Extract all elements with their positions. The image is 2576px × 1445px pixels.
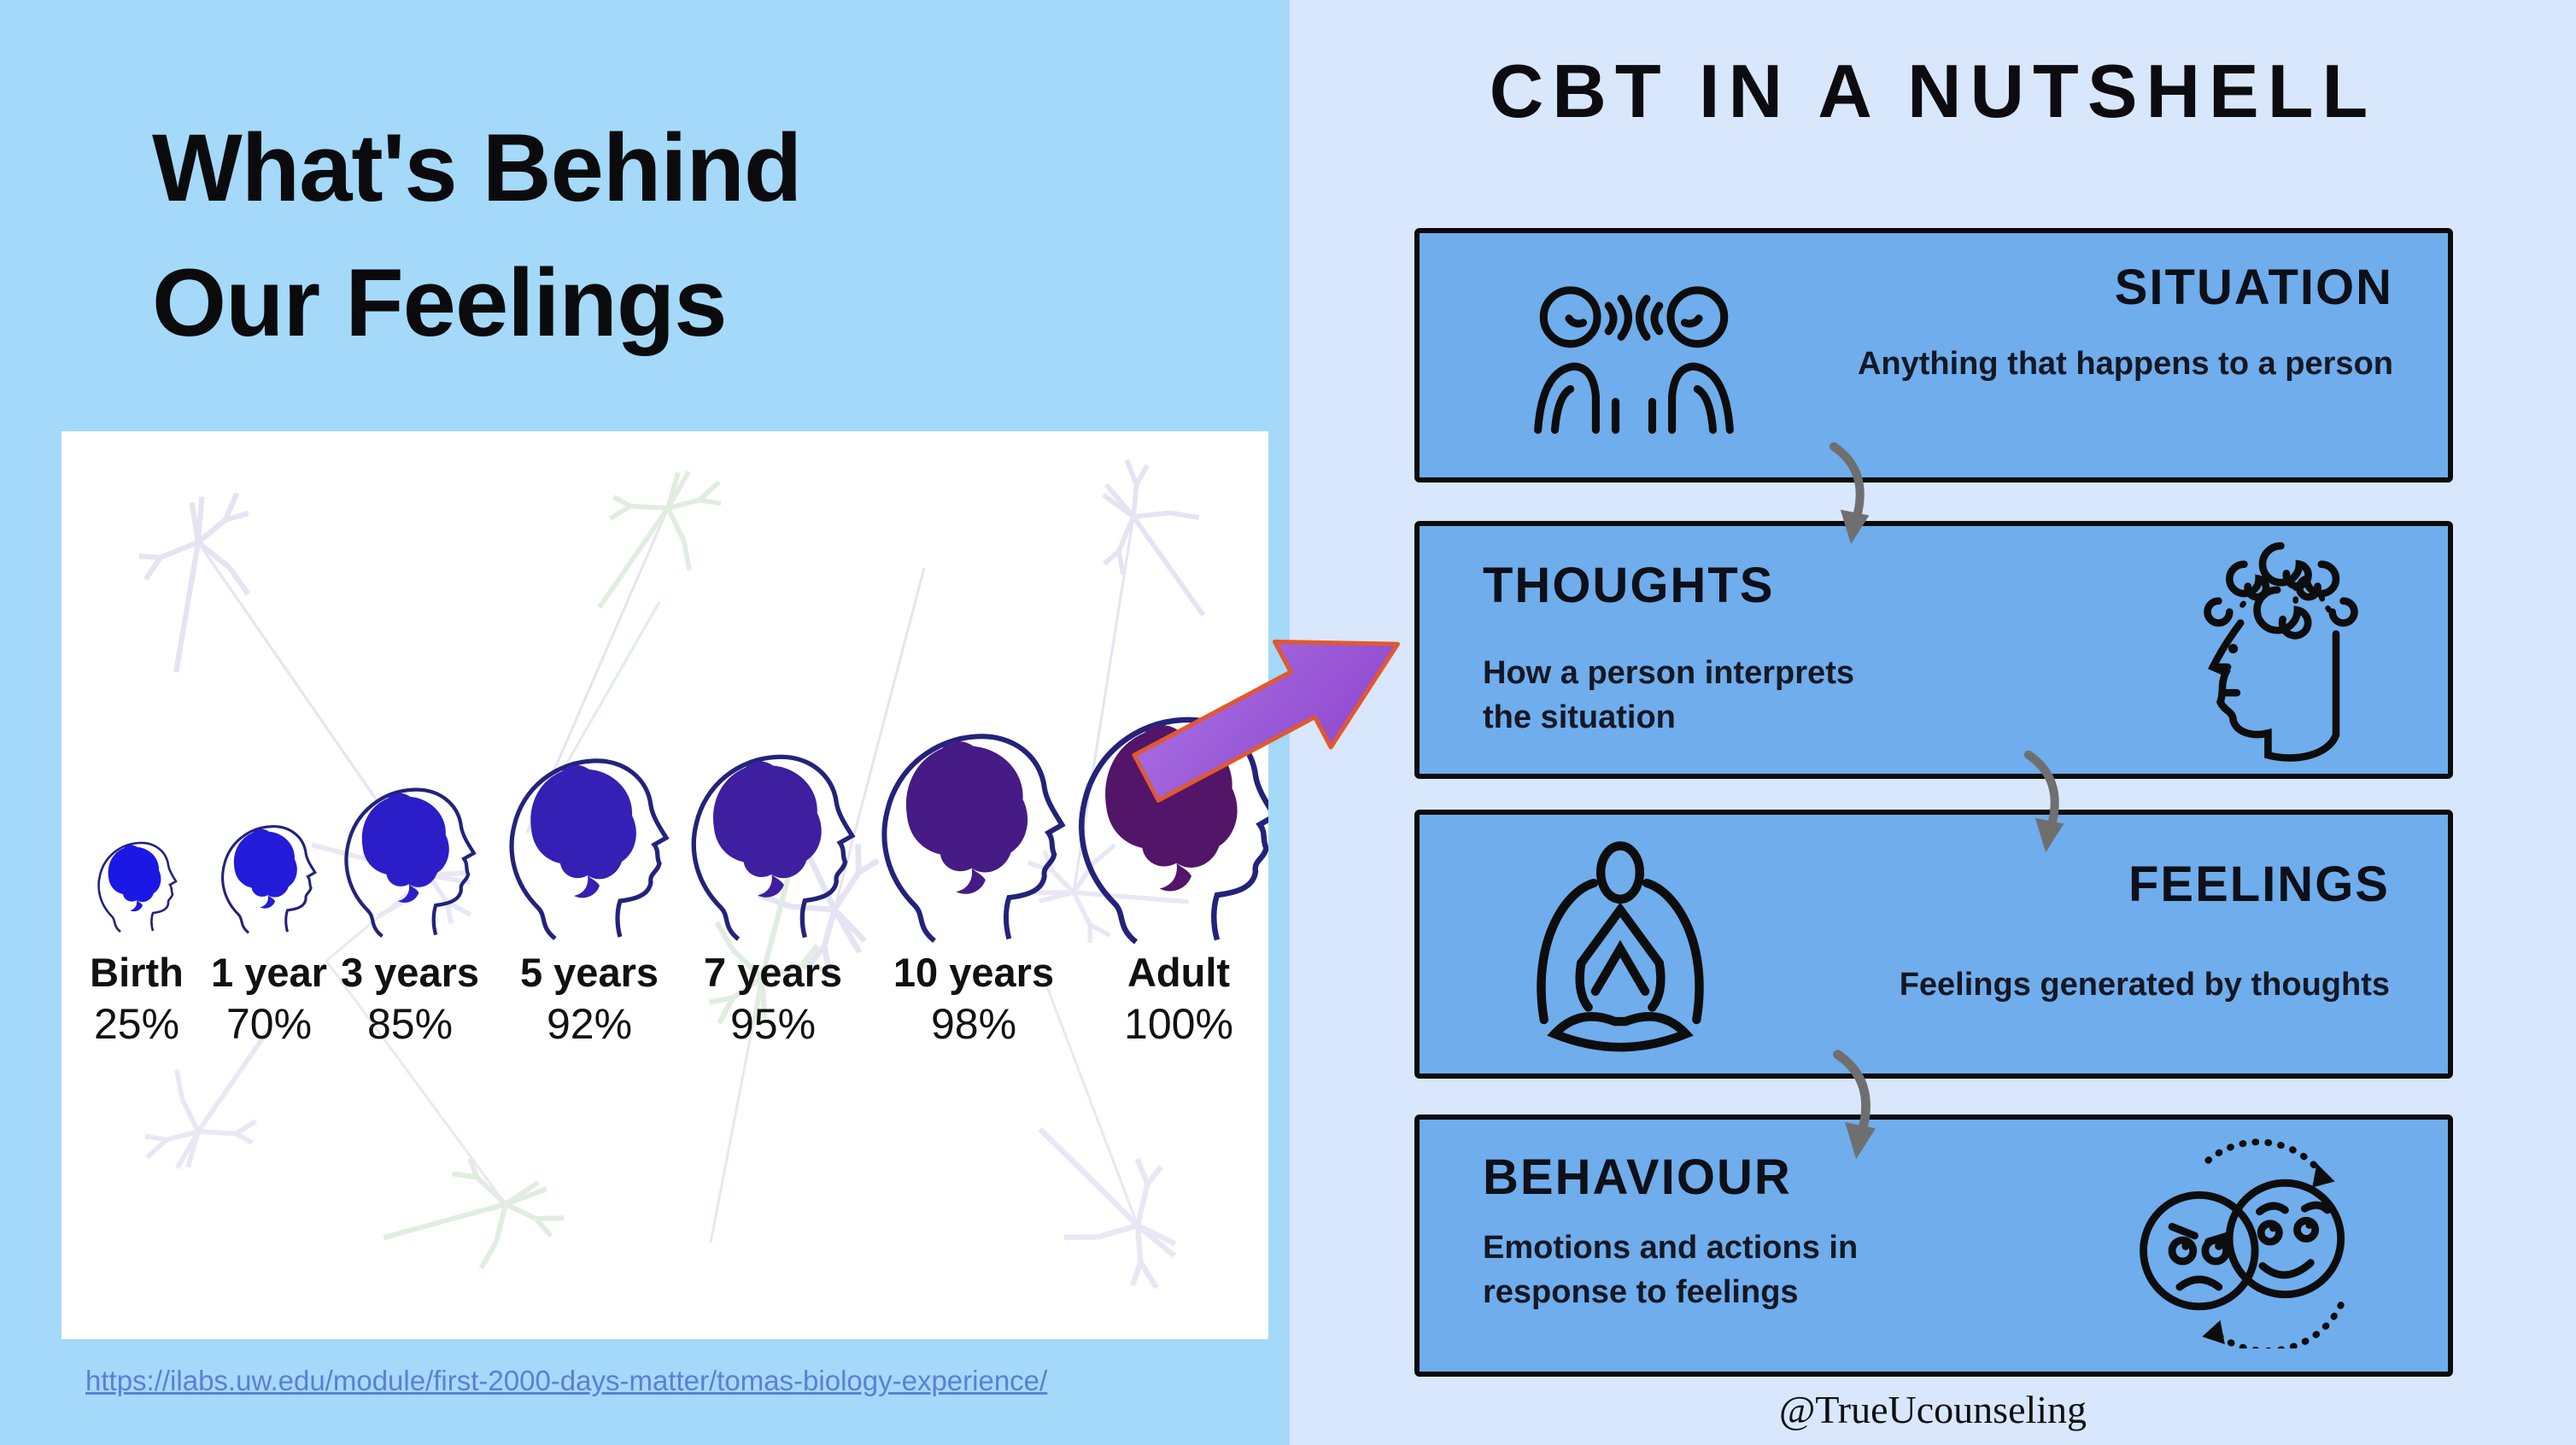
behaviour-text: Emotions and actions in response to feel… xyxy=(1483,1230,1859,1310)
brain-head xyxy=(504,754,675,945)
stage-label: Birth 25% xyxy=(90,950,184,1049)
thoughts-text: How a person interprets the situation xyxy=(1483,655,1854,735)
page-title: What's Behind Our Feelings xyxy=(152,101,802,371)
cbt-box-feelings: FEELINGS Feelings generated by thoughts xyxy=(1414,810,2453,1079)
thinking-head-icon xyxy=(2204,541,2358,762)
brain-head xyxy=(686,750,861,946)
stage-label: 7 years 95% xyxy=(703,950,843,1049)
cbt-box-thoughts: THOUGHTS How a person interprets the sit… xyxy=(1414,521,2453,779)
thoughts-title: THOUGHTS xyxy=(1483,558,1775,613)
stage-label: 1 year 70% xyxy=(211,950,327,1049)
meditation-icon xyxy=(1537,841,1704,1052)
brain-head xyxy=(95,840,180,935)
credit-handle: @TrueUcounseling xyxy=(1778,1388,2087,1431)
page-title-line1: What's Behind xyxy=(152,114,802,221)
cbt-infographic-title: CBT IN A NUTSHELL xyxy=(1489,49,2377,133)
brain-head xyxy=(340,784,481,942)
brain-head xyxy=(875,728,1072,949)
flow-arrow-situation-to-thoughts xyxy=(1826,441,1874,550)
brain-development-image: Birth 25% 1 year 70% 3 years 85% 5 years… xyxy=(61,431,1268,1339)
situation-title: SITUATION xyxy=(2114,260,2393,315)
pointer-arrow xyxy=(1132,639,1401,803)
people-talking-icon xyxy=(1534,286,1734,434)
faces-cycle-icon xyxy=(2140,1138,2345,1348)
behaviour-title: BEHAVIOUR xyxy=(1483,1150,1792,1205)
cbt-box-situation: SITUATION Anything that happens to a per… xyxy=(1414,228,2453,483)
page-title-line2: Our Feelings xyxy=(152,249,728,356)
flow-arrow-feelings-to-behaviour xyxy=(1830,1047,1881,1167)
brain-head xyxy=(218,822,320,937)
stage-label: 10 years 98% xyxy=(893,950,1055,1049)
feelings-title: FEELINGS xyxy=(2128,857,2390,912)
situation-text: Anything that happens to a person xyxy=(1857,346,2393,382)
cbt-box-behaviour: BEHAVIOUR Emotions and actions in respon… xyxy=(1414,1114,2453,1377)
stage-label: Adult 100% xyxy=(1124,950,1233,1049)
source-link[interactable]: https://ilabs.uw.edu/module/first-2000-d… xyxy=(85,1365,1048,1396)
stage-label: 5 years 92% xyxy=(519,950,659,1049)
stage-label: 3 years 85% xyxy=(340,950,480,1049)
flow-arrow-thoughts-to-feelings xyxy=(2021,748,2069,859)
neurons-background-art xyxy=(61,431,1268,1339)
feelings-text: Feelings generated by thoughts xyxy=(1899,967,2390,1003)
